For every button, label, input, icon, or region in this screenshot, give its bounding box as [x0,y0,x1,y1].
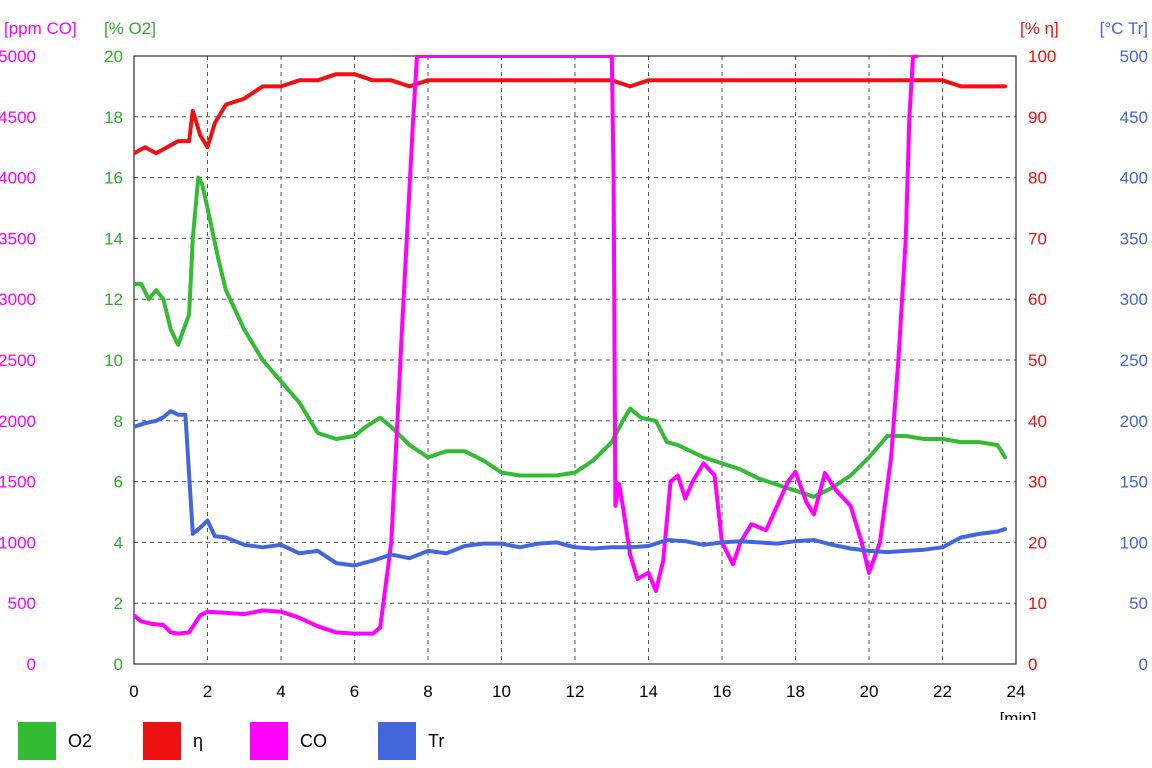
y-tick-label-eta: 50 [1028,351,1047,370]
y-tick-label-o2: 20 [104,47,123,66]
y-tick-label-eta: 30 [1028,473,1047,492]
y-tick-label-co: 3000 [0,290,36,309]
y-tick-label-tr: 50 [1129,594,1148,613]
y-tick-label-o2: 8 [114,412,123,431]
x-tick-label: 14 [639,682,658,701]
x-tick-label: 8 [423,682,432,701]
x-tick-label: 22 [933,682,952,701]
x-axis-label: [min] [1000,709,1037,720]
y-tick-label-co: 4500 [0,108,36,127]
y-tick-label-eta: 40 [1028,412,1047,431]
y-tick-label-o2: 12 [104,290,123,309]
y-tick-label-co: 2000 [0,412,36,431]
legend-label: η [193,731,204,751]
axis-title-tr: [°C Tr] [1100,19,1148,38]
y-tick-label-tr: 200 [1120,412,1148,431]
y-tick-label-co: 4000 [0,169,36,188]
legend-swatch [250,722,288,760]
y-tick-label-tr: 450 [1120,108,1148,127]
legend-swatch [18,722,56,760]
y-tick-label-tr: 150 [1120,473,1148,492]
legend-label: O2 [68,731,93,751]
y-tick-label-tr: 100 [1120,533,1148,552]
y-tick-label-tr: 400 [1120,169,1148,188]
series-line-co [134,55,919,636]
chart-svg: 0500100015002000250030003500400045005000… [0,19,1148,720]
y-tick-label-tr: 350 [1120,229,1148,248]
x-tick-label: 20 [860,682,879,701]
y-tick-label-tr: 500 [1120,47,1148,66]
y-tick-label-tr: 300 [1120,290,1148,309]
axis-title-co: [ppm CO] [4,19,77,38]
y-tick-label-tr: 0 [1139,655,1148,674]
y-tick-label-o2: 16 [104,169,123,188]
legend-swatch [378,722,416,760]
x-tick-label: 12 [566,682,585,701]
x-tick-label: 10 [492,682,511,701]
x-tick-label: 2 [203,682,212,701]
legend: O2 η CO Tr [0,722,1152,762]
y-tick-label-eta: 0 [1028,655,1037,674]
y-tick-label-o2: 18 [104,108,123,127]
x-tick-label: 4 [276,682,285,701]
y-tick-label-o2: 14 [104,229,123,248]
series-layer [134,55,1007,636]
y-tick-label-eta: 100 [1028,47,1056,66]
y-tick-label-eta: 60 [1028,290,1047,309]
x-tick-label: 24 [1007,682,1026,701]
y-tick-label-co: 5000 [0,47,36,66]
axis-title-eta: [% η] [1020,19,1059,38]
y-tick-label-co: 1500 [0,473,36,492]
series-line-tr [134,409,1007,568]
grid [134,56,1016,664]
y-tick-label-o2: 6 [114,473,123,492]
y-tick-label-o2: 10 [104,351,123,370]
series-line-o2 [134,175,1007,499]
axis-labels: 0500100015002000250030003500400045005000… [0,19,1148,674]
y-tick-label-eta: 20 [1028,533,1047,552]
y-tick-label-o2: 0 [114,655,123,674]
y-tick-label-eta: 80 [1028,169,1047,188]
x-tick-label: 18 [786,682,805,701]
y-tick-label-eta: 90 [1028,108,1047,127]
y-tick-label-tr: 250 [1120,351,1148,370]
legend-label: CO [300,731,327,751]
y-tick-label-co: 2500 [0,351,36,370]
axis-title-o2: [% O2] [104,19,156,38]
y-tick-label-o2: 4 [114,533,123,552]
y-tick-label-eta: 10 [1028,594,1047,613]
x-tick-label: 0 [129,682,138,701]
x-tick-label: 6 [350,682,359,701]
y-tick-label-co: 0 [27,655,36,674]
legend-swatch [143,722,181,760]
y-tick-label-o2: 2 [114,594,123,613]
series-line-eta [134,72,1007,156]
y-tick-label-co: 3500 [0,229,36,248]
x-tick-labels: 0 2 4 6 8 10 12 14 16 18 20 22 24 [129,682,1025,701]
y-tick-label-co: 1000 [0,533,36,552]
y-tick-label-co: 500 [8,594,36,613]
x-tick-label: 16 [713,682,732,701]
y-tick-label-eta: 70 [1028,229,1047,248]
legend-label: Tr [428,731,445,751]
